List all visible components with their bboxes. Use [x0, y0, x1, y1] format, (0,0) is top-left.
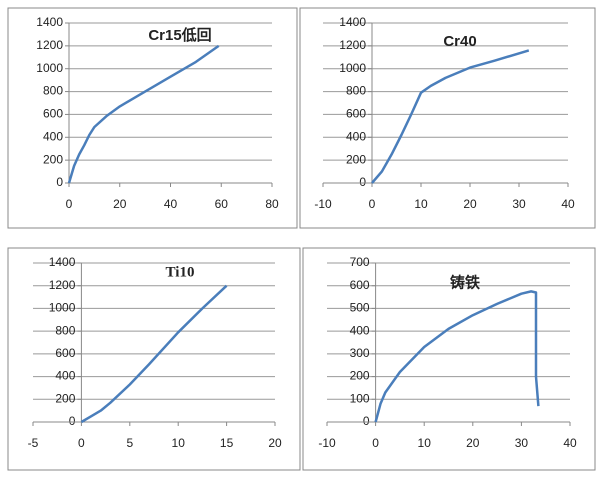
y-tick-label: 0 [69, 414, 76, 428]
panel-frame [302, 247, 596, 471]
y-tick-label: 800 [43, 84, 63, 98]
y-tick-label: 1200 [36, 38, 63, 52]
x-tick-label: 30 [515, 436, 529, 450]
x-tick-label: 40 [561, 197, 575, 211]
x-tick-label: 60 [215, 197, 229, 211]
x-tick-label: 10 [172, 436, 186, 450]
data-line [371, 49, 530, 184]
x-tick-label: 20 [466, 436, 480, 450]
y-tick-label: 400 [346, 129, 366, 143]
y-tick-label: 1000 [339, 61, 366, 75]
x-tick-label: 40 [563, 436, 577, 450]
y-tick-label: 700 [350, 255, 370, 269]
x-tick-label: 0 [78, 436, 85, 450]
y-tick-label: 600 [55, 346, 75, 360]
y-tick-label: 200 [346, 152, 366, 166]
chart-title: Ti10 [166, 264, 195, 280]
x-tick-label: -10 [314, 197, 332, 211]
x-tick-label: 15 [220, 436, 234, 450]
panel: 0 100 200 300 400 500 600 700 -10 0 10 20 30 40 铸铁 [302, 247, 596, 471]
y-tick-label: 1400 [339, 15, 366, 29]
x-tick-label: 80 [265, 197, 279, 211]
y-tick-label: 400 [55, 369, 75, 383]
x-tick-label: 10 [414, 197, 428, 211]
x-tick-label: 10 [418, 436, 432, 450]
data-line [374, 290, 540, 423]
x-tick-label: 40 [164, 197, 178, 211]
y-tick-label: 0 [359, 175, 366, 189]
y-tick-label: 0 [56, 175, 63, 189]
y-tick-label: 1200 [339, 38, 366, 52]
y-tick-label: 1000 [49, 301, 76, 315]
chart-title: Cr15低回 [148, 26, 211, 44]
x-tick-label: 20 [463, 197, 477, 211]
y-tick-label: 400 [43, 129, 63, 143]
y-tick-label: 200 [350, 369, 370, 383]
data-line [67, 44, 220, 184]
x-tick-label: 0 [369, 197, 376, 211]
x-tick-label: 20 [113, 197, 127, 211]
y-tick-label: 800 [55, 323, 75, 337]
panel: 0 200 400 600 800 1000 1200 1400 -5 0 5 10 15 20 Ti10 [7, 247, 301, 471]
panel: 0 200 400 600 800 1000 1200 1400 -10 0 10 20 30 40 Cr4… [299, 7, 596, 229]
y-tick-label: 200 [55, 391, 75, 405]
y-tick-label: 800 [346, 84, 366, 98]
y-tick-label: 0 [363, 414, 370, 428]
x-tick-label: 0 [372, 436, 379, 450]
y-tick-label: 1400 [49, 255, 76, 269]
y-tick-label: 500 [350, 301, 370, 315]
chart-title: Cr40 [443, 33, 476, 50]
x-tick-label: 20 [268, 436, 282, 450]
x-tick-label: -10 [318, 436, 336, 450]
y-tick-label: 600 [350, 278, 370, 292]
x-tick-label: 30 [512, 197, 526, 211]
y-tick-label: 1000 [36, 61, 63, 75]
data-line [80, 284, 228, 424]
y-tick-label: 1200 [49, 278, 76, 292]
y-tick-label: 300 [350, 346, 370, 360]
y-tick-label: 600 [43, 107, 63, 121]
x-tick-label: 5 [126, 436, 133, 450]
panel-frame [7, 7, 298, 229]
x-tick-label: -5 [28, 436, 39, 450]
panel-frame [299, 7, 596, 229]
panel: 0 200 400 600 800 1000 1200 1400 0 20 40 60 80 Cr15低回 [7, 7, 298, 229]
x-tick-label: 0 [66, 197, 73, 211]
y-tick-label: 400 [350, 323, 370, 337]
y-tick-label: 600 [346, 107, 366, 121]
y-tick-label: 1400 [36, 15, 63, 29]
chart-title: 铸铁 [450, 274, 480, 292]
y-tick-label: 100 [350, 391, 370, 405]
y-tick-label: 200 [43, 152, 63, 166]
